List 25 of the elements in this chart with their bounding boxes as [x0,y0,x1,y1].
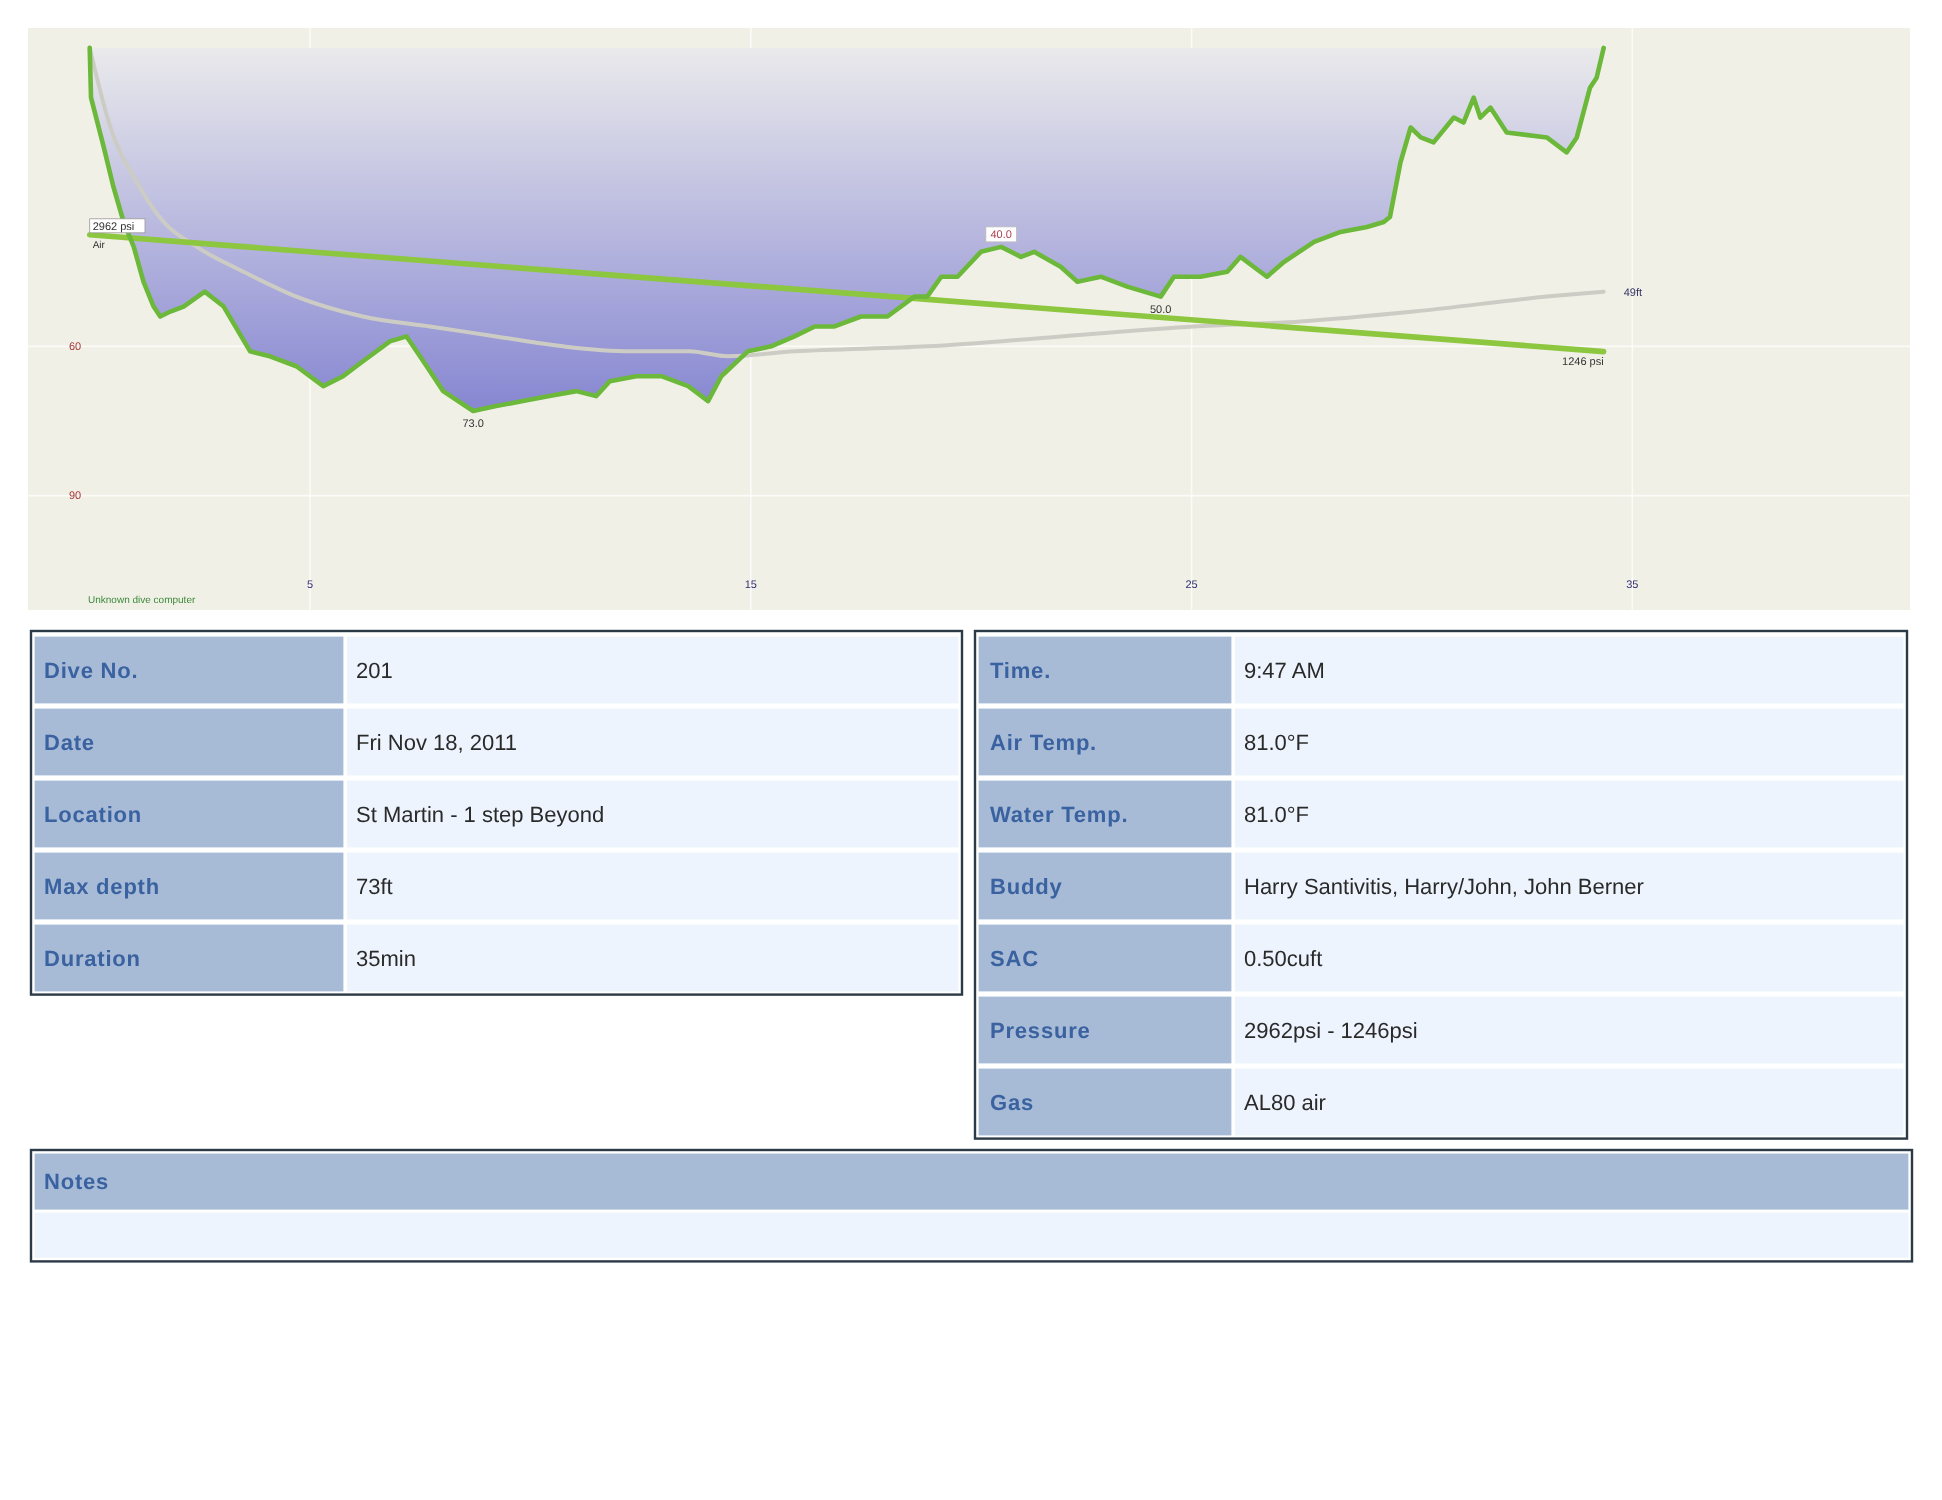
category-label: Dive No. [44,659,139,684]
category-label: Date [44,731,95,756]
text: 201 [356,659,393,684]
text: 0.50cuft [1244,947,1323,972]
category-label: Buddy [990,875,1063,900]
text: AL80 air [1244,1091,1326,1116]
text: 73ft [356,875,393,900]
category-label: Gas [990,1091,1034,1116]
text: St Martin - 1 step Beyond [356,803,605,828]
category-label: Water Temp. [990,803,1129,828]
text: 81.0°F [1244,803,1310,828]
category-label: Time. [990,659,1052,684]
category-label: Air Temp. [990,731,1098,756]
text: Fri Nov 18, 2011 [356,731,518,756]
category-label: Max depth [44,875,160,900]
text: 81.0°F [1244,731,1310,756]
category-label: Duration [44,947,141,972]
text: 35min [356,947,416,972]
text: 9:47 AM [1244,659,1325,684]
text: Notes [44,1171,110,1196]
category-label: Pressure [990,1019,1091,1044]
text: 2962psi - 1246psi [1244,1019,1418,1044]
text: Harry Santivitis, Harry/John, John Berner [1244,875,1644,900]
category-label: Location [44,803,143,828]
category-label: SAC [990,947,1039,972]
